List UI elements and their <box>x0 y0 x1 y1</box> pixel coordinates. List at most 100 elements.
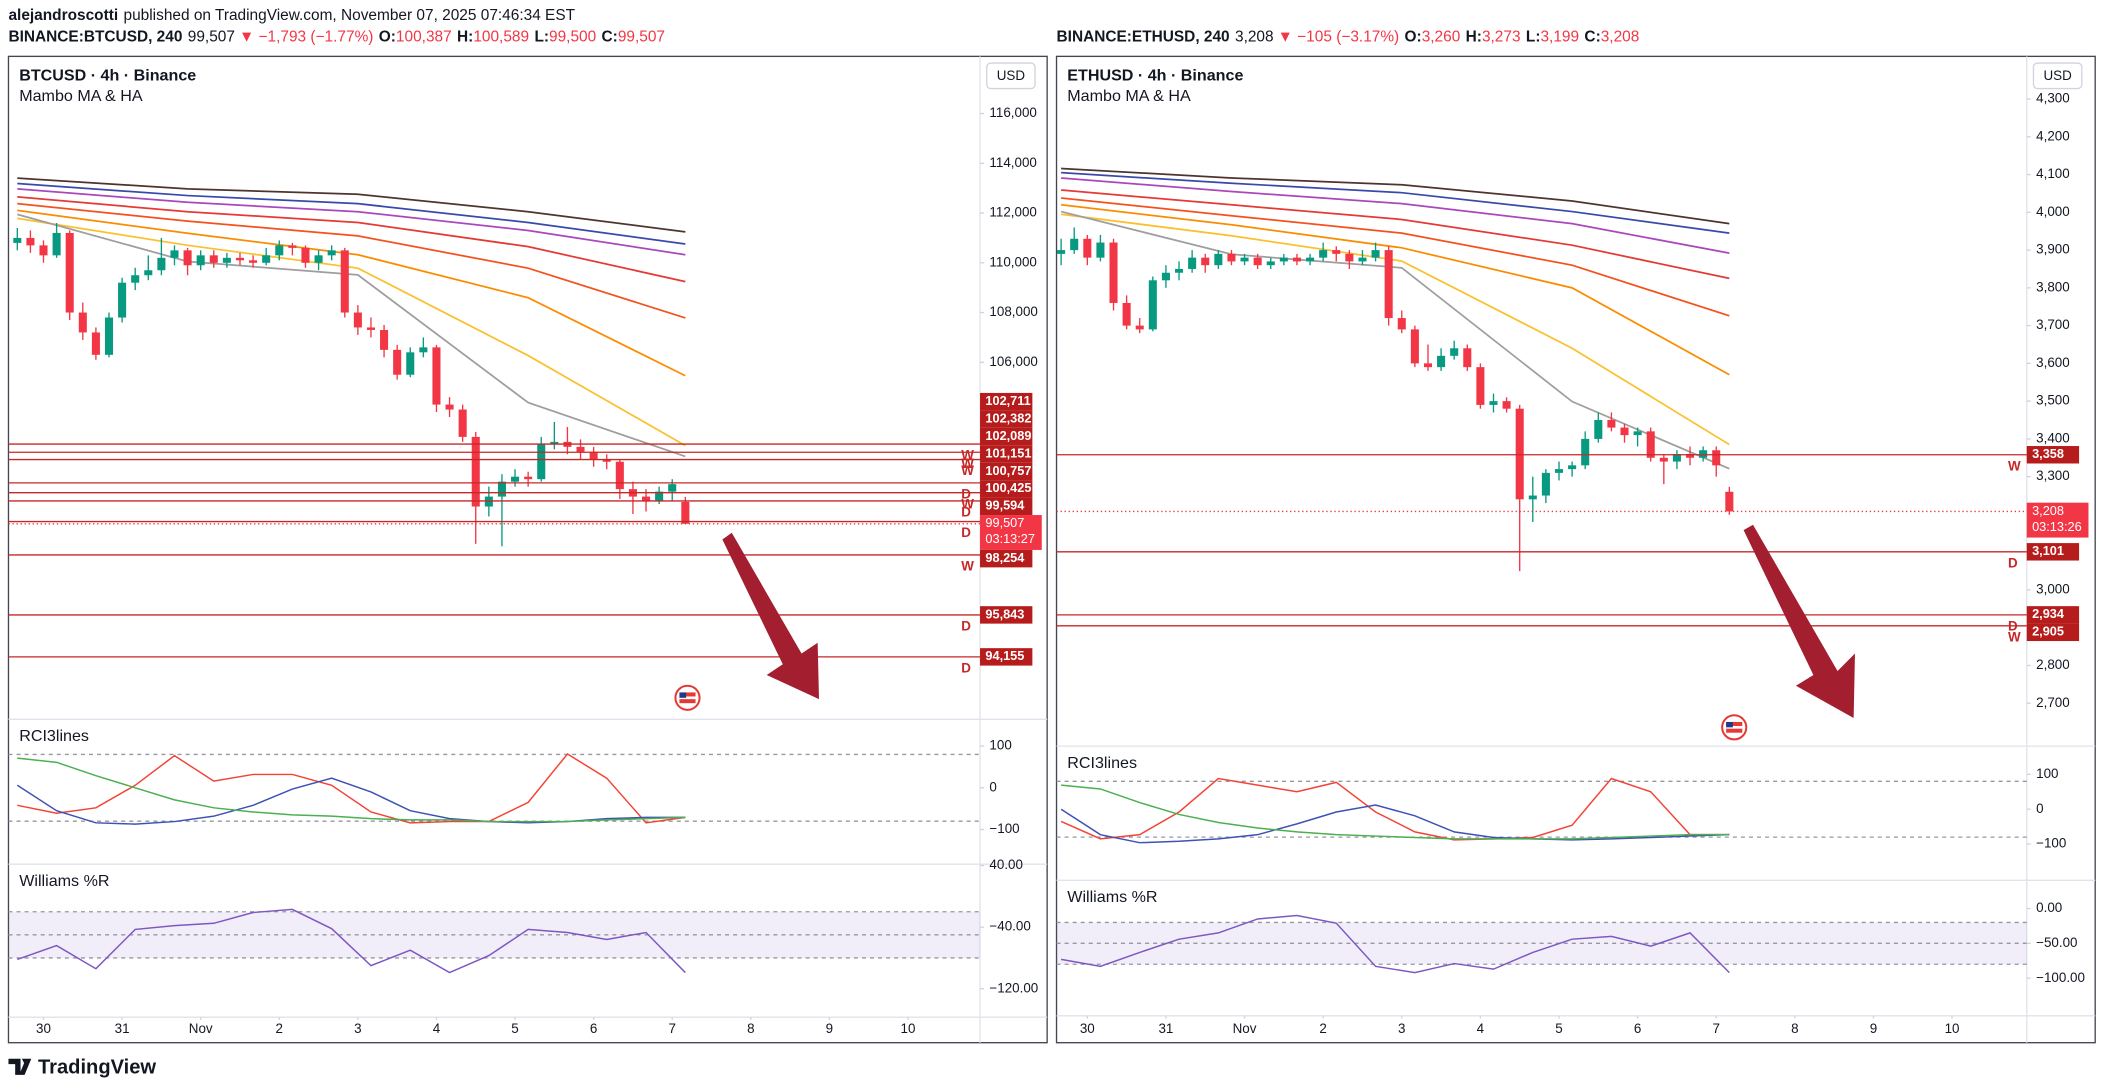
level-label-box <box>980 392 1033 411</box>
y-tick-label: 3,600 <box>2036 355 2070 370</box>
currency-box <box>2032 62 2083 90</box>
candle-body <box>157 257 166 271</box>
flag-stripe <box>679 696 696 700</box>
y-tick-label: 0.00 <box>2036 900 2062 915</box>
candle-body <box>1306 257 1315 262</box>
level-label: 3,101 <box>2032 543 2064 558</box>
moving-average <box>1061 203 1730 376</box>
level-tag: D <box>961 505 971 520</box>
candle-body <box>1161 272 1170 281</box>
level-label-box <box>980 410 1033 428</box>
current-price-label: 99,507 <box>985 515 1024 530</box>
candle-body <box>471 436 480 507</box>
level-label-box <box>980 462 1033 481</box>
indicator-name: Mambo MA & HA <box>1067 87 1191 105</box>
candle-body <box>1070 238 1079 251</box>
change: ▼ −1,793 (−1.77%) <box>239 29 373 46</box>
footer-logo: TradingView <box>8 1056 156 1078</box>
indicator-line <box>17 757 686 823</box>
level-label: 94,155 <box>985 648 1024 663</box>
y-tick-label: 100 <box>989 738 1011 753</box>
y-tick-label: 3,500 <box>2036 393 2070 408</box>
candle-body <box>1253 257 1262 266</box>
candle-body <box>1581 438 1590 466</box>
candle-body <box>222 257 231 263</box>
y-tick-label: 4,000 <box>2036 204 2070 219</box>
y-tick-label: 114,000 <box>989 155 1036 170</box>
y-tick-label: −120.00 <box>989 980 1038 995</box>
pane-title: RCI3lines <box>1067 754 1137 772</box>
indicator-line <box>1060 777 1730 841</box>
candle-body <box>91 332 100 355</box>
currency-box <box>986 62 1036 90</box>
candle-body <box>1554 469 1564 473</box>
level-label: 3,358 <box>2032 446 2064 461</box>
candle-body <box>1240 257 1249 262</box>
candle-body <box>13 237 22 243</box>
y-tick-label: 3,400 <box>2036 430 2070 445</box>
level-label: 100,425 <box>985 480 1031 495</box>
flag-canton <box>679 692 687 698</box>
candle-body <box>1292 257 1301 262</box>
moving-average <box>1061 171 1730 234</box>
candle-body <box>1476 367 1485 405</box>
x-tick-label: 6 <box>590 1021 597 1036</box>
level-label: 102,711 <box>985 393 1030 408</box>
y-tick-label: 0 <box>2036 801 2043 816</box>
level-label-box <box>980 445 1033 463</box>
candle-body <box>1685 454 1695 458</box>
chart-frame <box>1055 55 2096 1044</box>
level-tag: D <box>961 661 971 676</box>
ohlc-label: C: <box>1584 29 1600 46</box>
x-tick-label: 8 <box>1791 1021 1798 1036</box>
pane-title: Williams %R <box>19 872 109 890</box>
x-tick-label: Nov <box>1233 1021 1257 1036</box>
candle-body <box>340 250 349 313</box>
moving-average <box>17 182 686 245</box>
ohlc-label: L: <box>1526 29 1541 46</box>
quote-line: BINANCE:BTCUSD, 240 99,507 ▼ −1,793 (−1.77… <box>8 29 665 46</box>
indicator-name: Mambo MA & HA <box>19 87 143 105</box>
ohlc-value: 3,199 <box>1540 29 1579 46</box>
x-tick-label: 8 <box>747 1021 754 1036</box>
level-label: 95,843 <box>985 606 1024 621</box>
level-tag: W <box>961 559 974 574</box>
currency: USD <box>997 68 1026 83</box>
candle-body <box>511 476 520 482</box>
candle-body <box>262 255 271 263</box>
flag-canton <box>1726 721 1733 728</box>
candle-body <box>1659 457 1668 462</box>
ohlc-label: L: <box>534 29 549 46</box>
candle-body <box>1345 253 1354 262</box>
candle-body <box>1148 280 1157 330</box>
level-label-box <box>2026 606 2080 624</box>
chart-title: ETHUSD · 4h · Binance <box>1067 67 1243 85</box>
level-label-box <box>2026 623 2080 642</box>
level-label: 101,151 <box>985 445 1031 460</box>
candle-body <box>1712 450 1721 466</box>
candle-body <box>1568 465 1577 470</box>
candle-body <box>353 312 362 328</box>
candle-body <box>497 481 506 497</box>
candle-body <box>406 352 415 375</box>
y-tick-label: 3,700 <box>2036 317 2070 332</box>
level-tag: W <box>961 496 974 511</box>
candle-body <box>1266 261 1275 266</box>
candle-body <box>1319 250 1328 258</box>
candle-body <box>301 247 310 263</box>
moving-average <box>1061 197 1730 317</box>
candle-body <box>1279 257 1288 262</box>
level-label: 98,254 <box>985 550 1025 565</box>
candle-body <box>1528 495 1537 500</box>
candle-body <box>275 245 284 256</box>
candle-body <box>1384 250 1393 319</box>
countdown: 03:13:26 <box>2032 519 2082 534</box>
x-tick-label: 3 <box>1398 1021 1405 1036</box>
candle-body <box>1410 329 1419 364</box>
level-label-box <box>980 549 1033 568</box>
candle-body <box>655 491 664 502</box>
moving-average <box>1061 213 1730 446</box>
y-tick-label: 40.00 <box>989 857 1023 872</box>
level-tag: W <box>2008 629 2021 644</box>
candle-body <box>366 327 375 330</box>
